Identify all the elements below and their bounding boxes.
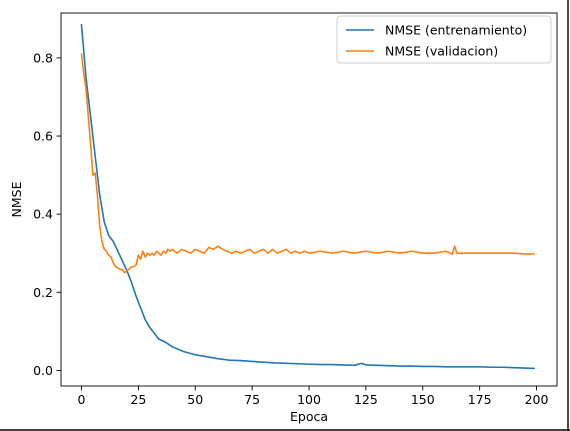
y-tick-label: 0.6: [33, 129, 53, 144]
y-tick-label: 0.8: [33, 50, 53, 65]
y-axis-label: NMSE: [9, 181, 24, 217]
series-line-validation: [80, 53, 536, 274]
y-tick-label: 0.0: [33, 363, 53, 378]
x-tick-label: 75: [244, 392, 260, 407]
x-tick-label: 125: [354, 392, 378, 407]
plot-frame: [60, 12, 558, 387]
legend-box: [336, 15, 552, 64]
legend-label-validation: NMSE (validacion): [385, 44, 498, 59]
x-axis-ticks: 0 25 50 75 100 125 150 175 200: [78, 386, 549, 407]
x-tick-label: 200: [525, 392, 549, 407]
x-tick-label: 175: [468, 392, 492, 407]
x-tick-label: 50: [187, 392, 203, 407]
x-tick-label: 100: [297, 392, 321, 407]
x-tick-label: 150: [411, 392, 435, 407]
x-tick-label: 0: [78, 392, 86, 407]
y-tick-label: 0.2: [33, 285, 53, 300]
x-tick-label: 25: [130, 392, 146, 407]
y-tick-label: 0.4: [33, 207, 53, 222]
series-line-training: [80, 23, 536, 370]
y-axis-ticks: 0.0 0.2 0.4 0.6 0.8: [33, 50, 61, 378]
series-layer: [80, 23, 536, 370]
legend-label-training: NMSE (entrenamiento): [385, 23, 527, 38]
legend: NMSE (entrenamiento) NMSE (validacion): [336, 15, 552, 64]
x-axis-label: Epoca: [290, 409, 328, 424]
